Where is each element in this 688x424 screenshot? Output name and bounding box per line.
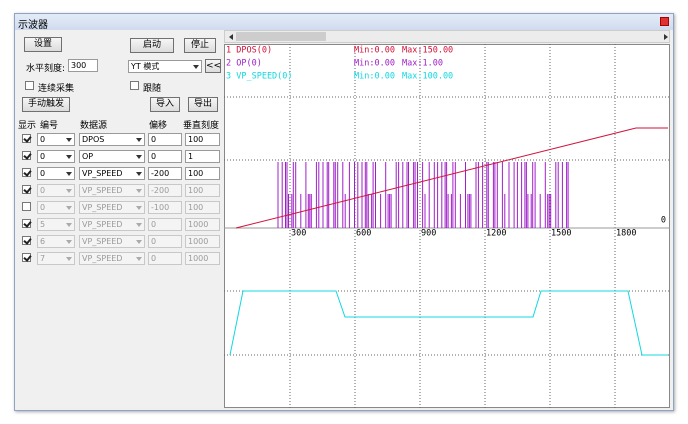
window-title: 示波器 — [18, 20, 48, 31]
legend-max: Max:1.00 — [402, 59, 443, 69]
h-scale-input[interactable]: 300 — [68, 59, 98, 72]
x-label: 1200 — [486, 229, 506, 239]
offset-input[interactable]: -200 — [148, 184, 182, 197]
show-checkbox[interactable] — [22, 168, 31, 177]
number-select[interactable]: 0 — [37, 184, 75, 197]
follow-checkbox[interactable] — [130, 81, 139, 90]
legend-name: 3 VP_SPEED(0) — [226, 72, 293, 82]
scale-input[interactable]: 100 — [185, 201, 220, 214]
scale-input[interactable]: 100 — [185, 133, 220, 146]
offset-input[interactable]: 0 — [148, 252, 182, 265]
source-select[interactable]: VP_SPEED — [79, 218, 145, 231]
follow-label: 跟随 — [143, 84, 162, 94]
offset-input[interactable]: 0 — [148, 133, 182, 146]
number-select[interactable]: 0 — [37, 133, 75, 146]
source-select[interactable]: VP_SPEED — [79, 235, 145, 248]
source-select[interactable]: VP_SPEED — [79, 184, 145, 197]
h-scale-label: 水平刻度: — [26, 64, 66, 74]
scroll-right[interactable] — [664, 34, 671, 40]
show-checkbox[interactable] — [22, 202, 31, 211]
close-button[interactable] — [660, 17, 669, 26]
show-checkbox[interactable] — [22, 151, 31, 160]
number-select[interactable]: 0 — [37, 150, 75, 163]
table-header: 编号 — [40, 121, 59, 131]
number-select[interactable]: 6 — [37, 235, 75, 248]
table-header: 显示 — [18, 121, 37, 131]
source-select[interactable]: OP — [79, 150, 145, 163]
x-label: 1500 — [551, 229, 571, 239]
x-label: 1800 — [616, 229, 636, 239]
scrollbar[interactable] — [224, 30, 670, 43]
source-select[interactable]: VP_SPEED — [79, 252, 145, 265]
offset-input[interactable]: 0 — [148, 150, 182, 163]
mode-select[interactable]: YT 模式 — [128, 60, 202, 73]
legend-name: 1 DPOS(0) — [226, 46, 272, 56]
continuous-label: 连续采集 — [38, 84, 75, 94]
show-checkbox[interactable] — [22, 236, 31, 245]
op-trace — [277, 162, 569, 228]
number-select[interactable]: 0 — [37, 201, 75, 214]
x-label: 300 — [291, 229, 306, 239]
collapse-button[interactable]: << — [205, 59, 222, 73]
offset-input[interactable]: -200 — [148, 167, 182, 180]
legend-name: 2 OP(0) — [226, 59, 262, 69]
table-header: 数据源 — [80, 121, 108, 131]
start-button[interactable]: 启动 — [130, 38, 174, 53]
number-select[interactable]: 0 — [37, 167, 75, 180]
show-checkbox[interactable] — [22, 253, 31, 262]
number-select[interactable]: 5 — [37, 218, 75, 231]
scale-input[interactable]: 1000 — [185, 235, 220, 248]
legend-min: Min:0.00 — [354, 72, 395, 82]
plot: 0 1 DPOS(0) Min:0.00 Max:150.00 2 OP(0) Min:… — [224, 44, 670, 408]
settings-button[interactable]: 设置 — [24, 37, 62, 52]
manual-trigger-button[interactable]: 手动触发 — [22, 97, 70, 112]
x-label: 900 — [421, 229, 436, 239]
table-header: 偏移 — [149, 121, 168, 131]
import-button[interactable]: 导入 — [150, 97, 180, 112]
scale-input[interactable]: 1000 — [185, 252, 220, 265]
source-select[interactable]: VP_SPEED — [79, 167, 145, 180]
table-header: 垂直刻度 — [183, 121, 220, 131]
vp-speed-trace — [229, 290, 668, 356]
x-label: 600 — [356, 229, 371, 239]
source-select[interactable]: DPOS — [79, 133, 145, 146]
legend-max: Max:100.00 — [402, 72, 453, 82]
show-checkbox[interactable] — [22, 134, 31, 143]
stop-button[interactable]: 停止 — [184, 38, 216, 53]
offset-input[interactable]: 0 — [148, 235, 182, 248]
dpos-trace — [235, 127, 668, 229]
offset-input[interactable]: -100 — [148, 201, 182, 214]
scale-input[interactable]: 1 — [185, 150, 220, 163]
continuous-checkbox[interactable] — [25, 81, 34, 90]
show-checkbox[interactable] — [22, 219, 31, 228]
source-select[interactable]: VP_SPEED — [79, 201, 145, 214]
legend-max: Max:150.00 — [402, 46, 453, 56]
zero-label: 0 — [661, 216, 666, 226]
scale-input[interactable]: 1000 — [185, 218, 220, 231]
title-bar — [15, 14, 673, 30]
scroll-thumb[interactable] — [236, 32, 326, 41]
legend-min: Min:0.00 — [354, 46, 395, 56]
number-select[interactable]: 7 — [37, 252, 75, 265]
export-button[interactable]: 导出 — [188, 97, 218, 112]
show-checkbox[interactable] — [22, 185, 31, 194]
offset-input[interactable]: 0 — [148, 218, 182, 231]
scroll-left[interactable] — [226, 34, 233, 40]
scale-input[interactable]: 100 — [185, 167, 220, 180]
legend-min: Min:0.00 — [354, 59, 395, 69]
scale-input[interactable]: 100 — [185, 184, 220, 197]
